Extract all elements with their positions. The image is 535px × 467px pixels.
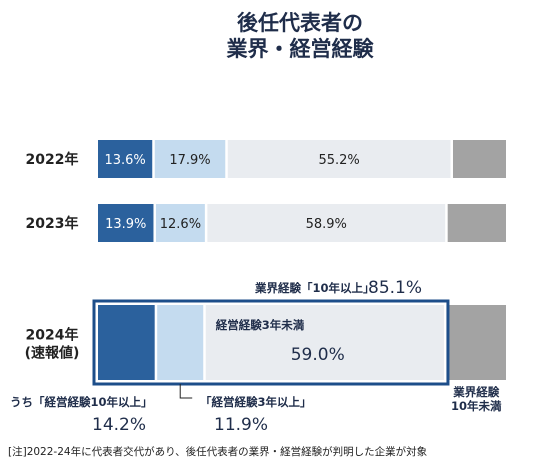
annotation-mgmt-under3-label: 経営経験3年未満 — [216, 318, 305, 332]
bar-2-s3 — [205, 305, 444, 380]
bar-1-s3 — [207, 204, 446, 242]
bar-0-s4 — [452, 140, 506, 178]
chart-note: [注]2022-24年に代表者交代があり、後任代表者の業界・経営経験が判明した企… — [8, 445, 427, 458]
bar-label-1-s3: 58.9% — [306, 217, 347, 232]
bar-0-s2 — [154, 140, 226, 178]
bar-1-s1 — [98, 204, 154, 242]
bar-label-0-s3: 55.2% — [318, 153, 359, 168]
bar-0-s1 — [98, 140, 153, 178]
connector-mgmt3 — [179, 384, 193, 399]
chart-title-line-2: 業界・経営経験 — [227, 37, 375, 61]
bar-label-1-s1: 13.9% — [105, 217, 146, 232]
bar-0-s3 — [227, 140, 451, 178]
bar-1-s2 — [155, 204, 205, 242]
annotation-industry-under10-line-2: 10年未満 — [451, 399, 502, 413]
bar-label-0-s1: 13.6% — [104, 153, 145, 168]
bar-2-s4 — [446, 305, 506, 380]
annotation-mgmt-under3-value: 59.0% — [291, 345, 345, 365]
bar-1-s4 — [447, 204, 506, 242]
highlight-frame — [92, 299, 450, 386]
annotation-mgmt10-label: うち「経営経験10年以上」 — [10, 395, 153, 409]
category-label-0: 2022年 — [26, 151, 79, 168]
annotation-industry10-label: 業界経験「10年以上」 — [254, 281, 375, 295]
category-sublabel-2: (速報値) — [25, 345, 80, 362]
bar-label-1-s2: 12.6% — [160, 217, 201, 232]
annotation-industry-under10-line-1: 業界経験 — [452, 385, 499, 399]
category-label-2: 2024年 — [26, 327, 79, 344]
bar-2-s2 — [157, 305, 204, 380]
category-label-1: 2023年 — [26, 215, 79, 232]
chart-title-line-1: 後任代表者の — [237, 11, 363, 35]
annotation-mgmt10-value: 14.2% — [92, 415, 146, 435]
annotation-mgmt3-label: 「経営経験3年以上」 — [200, 395, 312, 409]
annotation-mgmt3-value: 11.9% — [214, 415, 268, 435]
bar-2-s1 — [98, 305, 155, 380]
bar-label-0-s2: 17.9% — [169, 153, 210, 168]
annotation-industry10-value: 85.1% — [368, 278, 422, 298]
